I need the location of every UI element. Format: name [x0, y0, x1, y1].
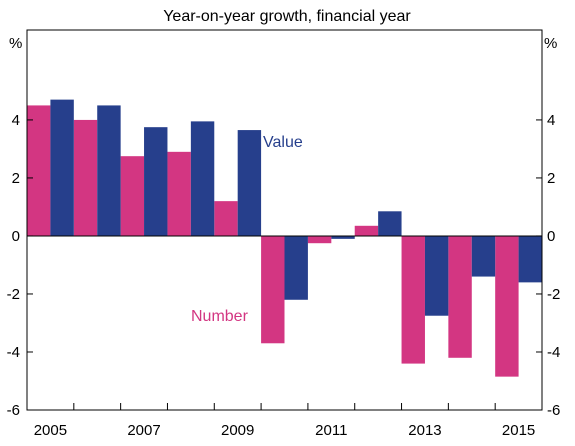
y-unit-right: %	[544, 35, 557, 52]
x-tick-label-2009: 2009	[221, 422, 254, 439]
tick-labels-group: -6 -6 -4 -4 -2 -2 0 0 2 2 4 4 2005 2007 2009 2011 2013 20…	[7, 112, 561, 439]
bar-value-2009	[237, 130, 262, 236]
bar-number-2007	[120, 156, 145, 236]
bar-number-2012	[354, 225, 379, 236]
bars-group	[27, 99, 542, 377]
y-tick-label-left: -4	[7, 344, 20, 361]
x-tick-label-2005: 2005	[34, 422, 67, 439]
bar-number-2006	[73, 119, 98, 236]
x-tick-label-2011: 2011	[315, 422, 347, 439]
chart-title: Year-on-year growth, financial year	[163, 8, 411, 25]
bar-value-2011	[331, 235, 355, 239]
bar-value-2010	[284, 235, 308, 300]
y-tick-label-left: 2	[12, 170, 20, 187]
y-tick-label-right: 4	[547, 112, 555, 129]
series-label-value: Value	[263, 134, 303, 151]
y-tick-label-left: -2	[7, 286, 20, 303]
bar-value-2015	[518, 235, 542, 283]
bar-value-2012	[378, 211, 402, 236]
y-tick-label-right: -6	[547, 402, 560, 419]
bar-number-2008	[167, 151, 191, 236]
bar-number-2005	[27, 105, 51, 236]
y-tick-label-left: -6	[7, 402, 20, 419]
bar-value-2014	[471, 235, 496, 277]
y-tick-label-right: -2	[547, 286, 560, 303]
x-tick-label-2013: 2013	[408, 422, 441, 439]
bar-number-2015	[495, 235, 519, 377]
y-tick-label-left: 0	[12, 228, 20, 245]
x-tick-label-2007: 2007	[127, 422, 160, 439]
bar-value-2005	[50, 99, 74, 236]
x-tick-label-2015: 2015	[502, 422, 535, 439]
bar-value-2007	[144, 127, 168, 236]
plot-frame	[26, 29, 543, 411]
bar-number-2009	[214, 201, 238, 236]
bar-value-2008	[190, 121, 215, 236]
y-unit-left: %	[9, 35, 22, 52]
axes-group	[26, 29, 543, 411]
y-tick-label-right: 0	[547, 228, 555, 245]
series-label-number: Number	[191, 308, 249, 325]
bar-value-2006	[97, 105, 121, 236]
bar-value-2013	[424, 235, 449, 316]
bar-number-2011	[307, 235, 332, 244]
bar-number-2013	[401, 235, 425, 364]
bar-number-2010	[261, 235, 285, 344]
y-tick-label-right: -4	[547, 344, 560, 361]
bar-number-2014	[448, 235, 472, 358]
y-tick-label-left: 4	[12, 112, 20, 129]
y-tick-label-right: 2	[547, 170, 555, 187]
